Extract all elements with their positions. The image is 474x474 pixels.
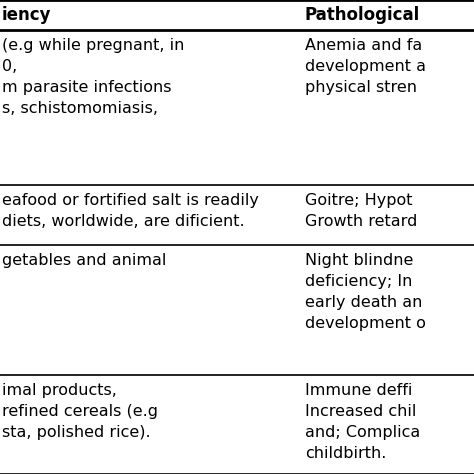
Text: Pathological: Pathological — [305, 6, 420, 24]
Text: eafood or fortified salt is readily
diets, worldwide, are dificient.: eafood or fortified salt is readily diet… — [2, 193, 259, 229]
Text: Goitre; Hypot
Growth retard: Goitre; Hypot Growth retard — [305, 193, 418, 229]
Text: Night blindne
deficiency; In
early death an
development o: Night blindne deficiency; In early death… — [305, 253, 426, 331]
Text: Immune deffi
Increased chil
and; Complica
childbirth.: Immune deffi Increased chil and; Complic… — [305, 383, 420, 461]
Text: (e.g while pregnant, in
0,
m parasite infections
s, schistomomiasis,: (e.g while pregnant, in 0, m parasite in… — [2, 38, 184, 116]
Text: Anemia and fa
development a
physical stren: Anemia and fa development a physical str… — [305, 38, 426, 95]
Text: imal products,
refined cereals (e.g
sta, polished rice).: imal products, refined cereals (e.g sta,… — [2, 383, 158, 440]
Text: iency: iency — [2, 6, 52, 24]
Text: getables and animal: getables and animal — [2, 253, 166, 268]
